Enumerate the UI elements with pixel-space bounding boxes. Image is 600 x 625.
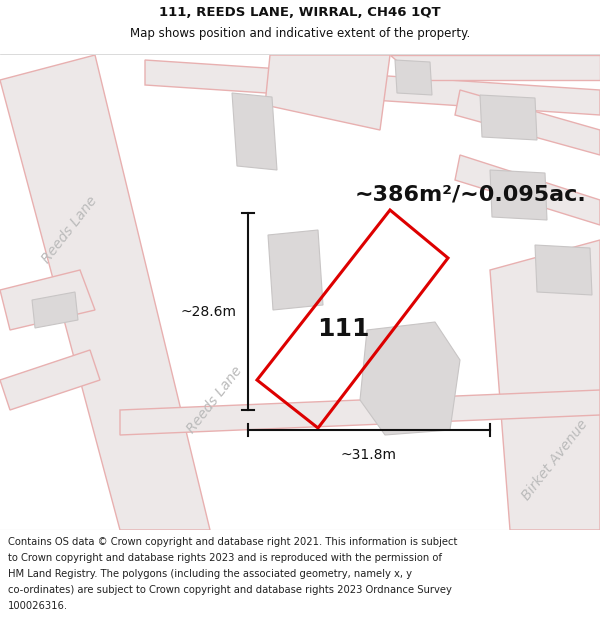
- Polygon shape: [0, 350, 100, 410]
- Polygon shape: [490, 170, 547, 220]
- Polygon shape: [120, 390, 600, 435]
- Text: Reeds Lane: Reeds Lane: [185, 364, 245, 436]
- Text: 100026316.: 100026316.: [8, 601, 68, 611]
- Polygon shape: [145, 60, 600, 115]
- Polygon shape: [232, 93, 277, 170]
- Polygon shape: [32, 292, 78, 328]
- Polygon shape: [490, 240, 600, 530]
- Polygon shape: [455, 155, 600, 225]
- Text: Reeds Lane: Reeds Lane: [40, 194, 100, 266]
- Text: 111: 111: [317, 317, 370, 341]
- Text: HM Land Registry. The polygons (including the associated geometry, namely x, y: HM Land Registry. The polygons (includin…: [8, 569, 412, 579]
- Text: ~31.8m: ~31.8m: [341, 448, 397, 462]
- Polygon shape: [0, 270, 95, 330]
- Polygon shape: [268, 230, 323, 310]
- Polygon shape: [395, 60, 432, 95]
- Text: ~28.6m: ~28.6m: [180, 304, 236, 319]
- Polygon shape: [480, 95, 537, 140]
- Polygon shape: [535, 245, 592, 295]
- Polygon shape: [390, 55, 600, 80]
- Text: to Crown copyright and database rights 2023 and is reproduced with the permissio: to Crown copyright and database rights 2…: [8, 553, 442, 563]
- Text: co-ordinates) are subject to Crown copyright and database rights 2023 Ordnance S: co-ordinates) are subject to Crown copyr…: [8, 585, 452, 595]
- Polygon shape: [360, 322, 460, 435]
- Text: Contains OS data © Crown copyright and database right 2021. This information is : Contains OS data © Crown copyright and d…: [8, 537, 457, 547]
- Text: Map shows position and indicative extent of the property.: Map shows position and indicative extent…: [130, 26, 470, 39]
- Text: Birket Avenue: Birket Avenue: [520, 417, 590, 503]
- Text: 111, REEDS LANE, WIRRAL, CH46 1QT: 111, REEDS LANE, WIRRAL, CH46 1QT: [159, 6, 441, 19]
- Polygon shape: [455, 90, 600, 155]
- Polygon shape: [265, 55, 390, 130]
- Text: ~386m²/~0.095ac.: ~386m²/~0.095ac.: [355, 185, 587, 205]
- Polygon shape: [0, 55, 210, 530]
